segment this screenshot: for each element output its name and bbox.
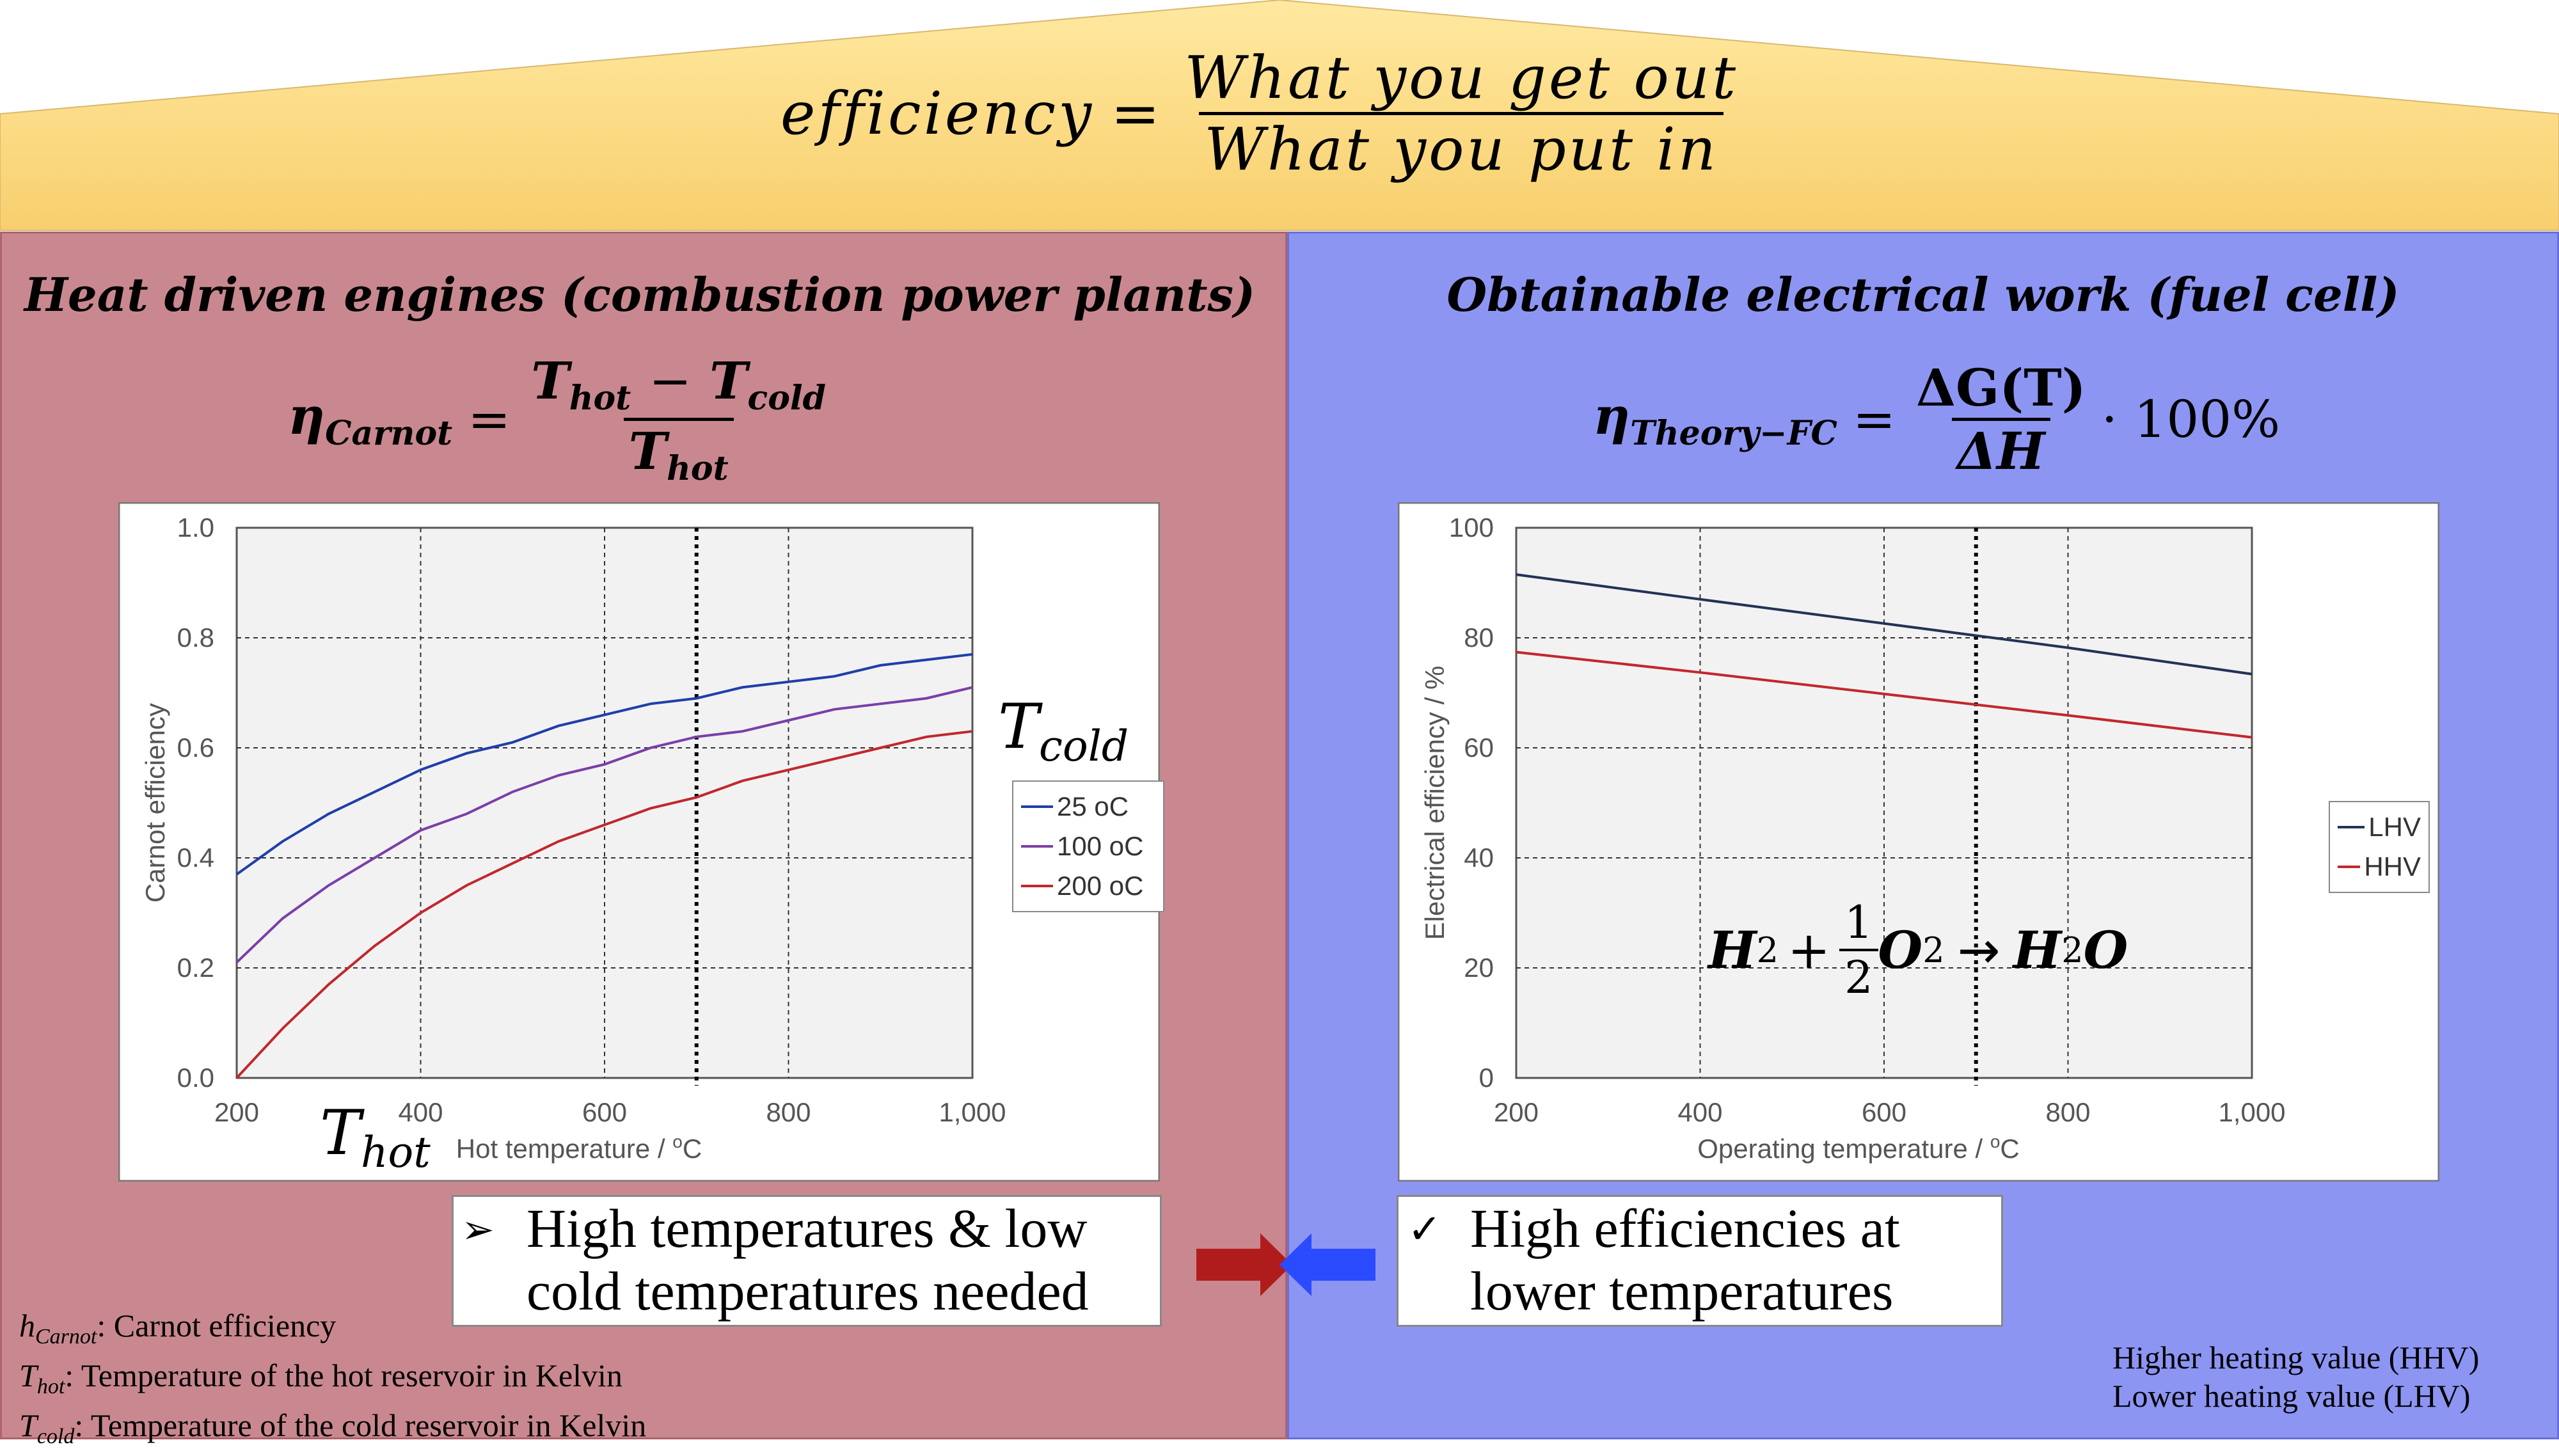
x-tick-label: 1,000 [939, 1097, 1006, 1127]
legend-label: 25 oC [1057, 791, 1129, 821]
legend-label: 100 oC [1057, 831, 1144, 861]
series-line [1516, 573, 2253, 676]
check-icon: ✓ [1407, 1206, 1442, 1253]
y-tick-label: 1.0 [177, 512, 214, 542]
x-tick-label: 800 [2045, 1097, 2090, 1127]
fc-fraction: ΔG(T) ΔH [1911, 358, 2091, 481]
series-line [235, 730, 973, 1079]
series-line [1516, 651, 2253, 739]
x-axis-label: Hot temperature / oC [456, 1132, 702, 1164]
carnot-fraction: Thot − Tcold Thot [526, 351, 831, 488]
left-callout-line2: cold temperatures needed [527, 1260, 1089, 1322]
legend-label: LHV [2368, 812, 2421, 842]
carnot-numerator: Thot − Tcold [531, 350, 826, 418]
y-tick-label: 20 [1464, 953, 1494, 983]
carnot-legend: 25 oC 100 oC 200 oC [1012, 780, 1164, 912]
x-tick-label: 200 [1494, 1097, 1539, 1127]
left-notes: hCarnot: Carnot efficiency Thot: Tempera… [19, 1306, 646, 1456]
banner-fraction: What you get out What you put in [1179, 44, 1743, 184]
x-tick-label: 600 [1862, 1097, 1906, 1127]
legend-swatch [1021, 805, 1053, 808]
y-tick-label: 0.0 [177, 1063, 214, 1093]
note-hhv: Higher heating value (HHV) [2112, 1340, 2480, 1375]
left-callout: ➢ High temperatures & low cold temperatu… [452, 1195, 1162, 1327]
legend-swatch [2338, 866, 2361, 868]
carnot-efficiency-chart: 200 400 600 800 1,000 0.0 0.2 0.4 0.6 0.8 1.0 Hot t… [118, 502, 1160, 1182]
right-callout-line2: lower temperatures [1470, 1260, 1894, 1322]
blue-arrow-icon [1280, 1233, 1375, 1296]
x-tick-label: 200 [214, 1097, 259, 1127]
legend-label: HHV [2364, 851, 2421, 882]
t-hot-label: Thot [320, 1097, 431, 1178]
note-t-cold: Tcold: Temperature of the cold reservoir… [19, 1407, 647, 1448]
banner-lhs: efficiency [780, 79, 1095, 148]
carnot-eta: ηCarnot [288, 385, 453, 453]
x-axis-label: Operating temperature / oC [1697, 1132, 2020, 1164]
right-callout-line1: High efficiencies at [1470, 1198, 1900, 1259]
y-tick-label: 0.2 [177, 953, 214, 983]
arrow-bullet-icon: ➢ [461, 1206, 495, 1253]
fuel-cell-formula: ηTheory−FC = ΔG(T) ΔH · 100% [1593, 345, 2280, 493]
fuel-cell-legend: LHV HHV [2329, 801, 2430, 893]
series-line [235, 653, 973, 876]
right-panel-title: Obtainable electrical work (fuel cell) [1446, 267, 2400, 322]
legend-label: 200 oC [1057, 871, 1144, 901]
fc-eta: ηTheory−FC [1593, 385, 1837, 453]
legend-entry: 100 oC [1021, 827, 1155, 866]
fc-denominator: ΔH [1951, 417, 2050, 481]
y-axis-label: Electrical efficiency / % [1420, 666, 1450, 940]
legend-entry: 200 oC [1021, 866, 1155, 906]
fc-numerator: ΔG(T) [1915, 357, 2086, 418]
x-tick-label: 400 [398, 1097, 443, 1127]
banner-equals: = [1111, 79, 1163, 148]
left-panel-title: Heat driven engines (combustion power pl… [24, 267, 1256, 322]
note-carnot: hCarnot: Carnot efficiency [19, 1308, 337, 1349]
x-tick-label: 800 [766, 1097, 811, 1127]
right-callout: ✓ High efficiencies at lower temperature… [1397, 1195, 2003, 1327]
banner-background [0, 0, 2559, 231]
legend-swatch [2338, 826, 2365, 828]
y-tick-label: 0.8 [177, 622, 214, 653]
y-tick-label: 80 [1464, 622, 1494, 653]
fc-equals: = [1852, 389, 1896, 449]
y-tick-label: 100 [1449, 512, 1494, 542]
legend-entry: 25 oC [1021, 787, 1155, 827]
legend-swatch [1021, 845, 1053, 848]
right-notes: Higher heating value (HHV) Lower heating… [2112, 1338, 2479, 1415]
y-tick-label: 0.4 [177, 843, 214, 873]
carnot-formula: ηCarnot = Thot − Tcold Thot [288, 345, 831, 493]
fc-tail: · 100% [2101, 389, 2281, 449]
x-tick-label: 600 [582, 1097, 627, 1127]
x-tick-label: 400 [1677, 1097, 1722, 1127]
carnot-equals: = [468, 389, 511, 449]
series-line [235, 686, 973, 963]
y-axis-label: Carnot efficiency [140, 703, 170, 903]
red-arrow-icon [1196, 1233, 1292, 1296]
legend-entry: LHV [2338, 807, 2421, 847]
y-tick-label: 0.6 [177, 732, 214, 763]
banner-formula: efficiency = What you get out What you p… [780, 27, 1743, 200]
y-tick-label: 60 [1464, 732, 1494, 763]
y-tick-label: 0 [1479, 1063, 1494, 1093]
fuel-cell-efficiency-chart: 200 400 600 800 1,000 0 20 40 60 80 100 Operating t… [1398, 502, 2439, 1182]
comparison-arrows [1196, 1233, 1375, 1296]
banner-denominator: What you put in [1199, 111, 1724, 184]
t-cold-label: Tcold [998, 691, 1129, 772]
y-tick-label: 40 [1464, 843, 1494, 873]
legend-entry: HHV [2338, 847, 2421, 887]
note-lhv: Lower heating value (LHV) [2112, 1378, 2471, 1414]
note-t-hot: Thot: Temperature of the hot reservoir i… [19, 1357, 622, 1398]
banner-numerator: What you get out [1184, 43, 1739, 112]
legend-swatch [1021, 885, 1053, 887]
x-tick-label: 1,000 [2218, 1097, 2285, 1127]
carnot-denominator: Thot [623, 417, 734, 488]
left-callout-line1: High temperatures & low [527, 1198, 1088, 1259]
